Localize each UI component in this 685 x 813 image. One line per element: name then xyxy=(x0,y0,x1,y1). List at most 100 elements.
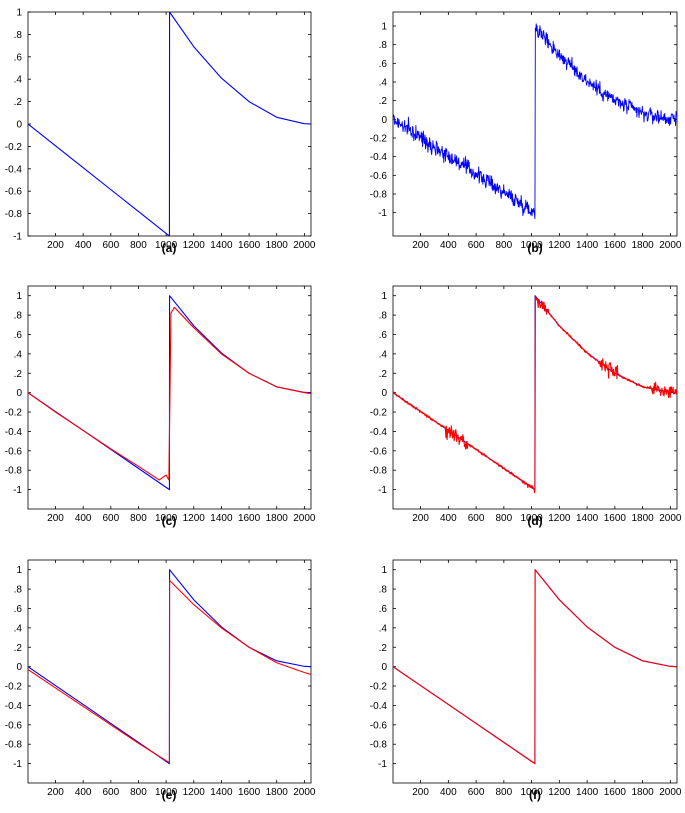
x-tick-label: 1800 xyxy=(631,240,654,251)
x-tick-label: 1800 xyxy=(631,513,654,524)
plot-frame xyxy=(27,285,312,510)
x-tick-label: 800 xyxy=(496,787,513,798)
y-tick-label: .8 xyxy=(14,30,23,41)
y-tick-label: .8 xyxy=(14,585,23,596)
reconstructed-signal-line xyxy=(28,579,311,764)
x-tick-label: 600 xyxy=(468,240,485,251)
x-tick-label: 600 xyxy=(102,513,119,524)
panel-label: (a) xyxy=(162,241,177,255)
y-tick-label: 1 xyxy=(16,565,22,576)
y-tick-label: .6 xyxy=(14,52,23,63)
y-tick-label: -0.2 xyxy=(370,408,388,419)
x-tick-label: 200 xyxy=(47,787,64,798)
y-tick-label: -1 xyxy=(13,759,22,770)
x-tick-label: 400 xyxy=(75,787,92,798)
y-tick-label: .2 xyxy=(14,643,23,654)
plot-frame xyxy=(392,559,678,784)
plot-frame xyxy=(392,285,678,510)
y-tick-label: -0.2 xyxy=(370,134,388,145)
x-tick-label: 1600 xyxy=(238,787,261,798)
x-tick-label: 200 xyxy=(412,513,429,524)
x-tick-label: 1600 xyxy=(604,513,627,524)
y-tick-label: 0 xyxy=(381,662,387,673)
y-tick-label: -0.4 xyxy=(370,427,388,438)
y-tick-label: 0 xyxy=(381,115,387,126)
x-tick-label: 1000 xyxy=(155,240,178,251)
x-tick-label: 600 xyxy=(102,787,119,798)
y-tick-label: 0 xyxy=(16,388,22,399)
y-tick-label: -0.2 xyxy=(370,682,388,693)
x-tick-label: 1400 xyxy=(576,787,599,798)
y-tick-label: 1 xyxy=(381,565,387,576)
y-tick-label: .6 xyxy=(379,330,388,341)
panel-label: (e) xyxy=(162,788,177,802)
panel-label: (d) xyxy=(527,514,542,528)
y-tick-label: 0 xyxy=(381,388,387,399)
y-tick-label: .8 xyxy=(379,40,388,51)
x-tick-label: 400 xyxy=(440,787,457,798)
signal-line xyxy=(393,23,677,220)
x-tick-label: 1200 xyxy=(183,787,206,798)
x-tick-label: 1000 xyxy=(520,513,543,524)
panel-label: (c) xyxy=(162,514,177,528)
x-tick-label: 1000 xyxy=(520,240,543,251)
x-tick-label: 800 xyxy=(496,240,513,251)
panel-label: (f) xyxy=(529,788,541,802)
y-tick-label: .2 xyxy=(379,96,388,107)
y-tick-label: -0.2 xyxy=(5,682,23,693)
x-tick-label: 1600 xyxy=(238,240,261,251)
x-tick-label: 1400 xyxy=(210,513,233,524)
y-tick-label: .2 xyxy=(14,369,23,380)
y-tick-label: -0.8 xyxy=(370,466,388,477)
reconstructed-signal-line xyxy=(28,306,311,481)
y-tick-label: .8 xyxy=(379,585,388,596)
y-tick-label: -0.4 xyxy=(370,701,388,712)
x-tick-label: 1800 xyxy=(266,787,289,798)
x-tick-label: 400 xyxy=(440,240,457,251)
x-tick-label: 200 xyxy=(412,240,429,251)
y-tick-label: .8 xyxy=(14,311,23,322)
x-tick-label: 1600 xyxy=(604,787,627,798)
y-tick-label: -0.8 xyxy=(5,740,23,751)
x-tick-label: 600 xyxy=(468,787,485,798)
y-tick-label: -0.6 xyxy=(5,187,23,198)
panel-a: 200 400 600 800 1000 1200 1400 1600 1800 2000 -1 -0… xyxy=(5,8,316,256)
plot-frame xyxy=(27,559,312,784)
x-tick-label: 1000 xyxy=(155,513,178,524)
y-tick-label: .4 xyxy=(14,623,23,634)
x-tick-label: 200 xyxy=(412,787,429,798)
x-tick-label: 1800 xyxy=(266,240,289,251)
panel-e: 200 400 600 800 1000 1200 1400 1600 1800 2000 -1 -0… xyxy=(5,559,316,802)
y-tick-label: -0.4 xyxy=(5,701,23,712)
panel-f: 200 400 600 800 1000 1200 1400 1600 1800 2000 -1 -0… xyxy=(370,559,682,802)
x-tick-label: 1200 xyxy=(548,240,571,251)
x-tick-label: 600 xyxy=(468,513,485,524)
x-tick-label: 400 xyxy=(75,240,92,251)
x-tick-label: 1400 xyxy=(576,240,599,251)
y-tick-label: .4 xyxy=(14,75,23,86)
x-tick-label: 1400 xyxy=(210,787,233,798)
x-tick-label: 1800 xyxy=(631,787,654,798)
x-tick-label: 1200 xyxy=(183,240,206,251)
y-tick-label: 1 xyxy=(16,8,22,19)
x-tick-label: 1200 xyxy=(548,787,571,798)
reconstructed-signal-line xyxy=(393,296,677,494)
panel-label: (b) xyxy=(527,241,542,255)
x-tick-label: 2000 xyxy=(659,787,682,798)
y-tick-label: -0.8 xyxy=(5,209,23,220)
y-tick-label: -0.6 xyxy=(370,720,388,731)
y-tick-label: .6 xyxy=(379,59,388,70)
y-tick-label: .2 xyxy=(379,643,388,654)
x-tick-label: 800 xyxy=(130,513,147,524)
y-tick-label: -0.4 xyxy=(5,427,23,438)
x-tick-label: 1600 xyxy=(604,240,627,251)
y-tick-label: .6 xyxy=(14,330,23,341)
y-tick-label: -0.2 xyxy=(5,408,23,419)
y-tick-label: 0 xyxy=(16,120,22,131)
y-tick-label: 1 xyxy=(381,22,387,33)
y-tick-label: -0.6 xyxy=(5,446,23,457)
x-tick-label: 200 xyxy=(47,240,64,251)
signal-line xyxy=(28,12,311,236)
x-tick-label: 1200 xyxy=(183,513,206,524)
